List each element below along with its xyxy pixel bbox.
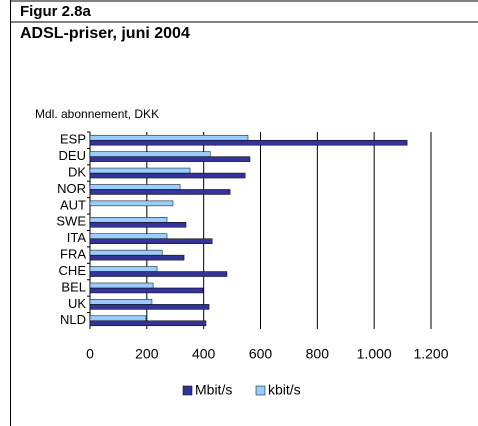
y-tick-label: BEL — [61, 279, 86, 294]
bar — [89, 139, 408, 146]
legend-label: Mbit/s — [195, 382, 232, 398]
bar — [89, 254, 185, 261]
bar — [89, 320, 207, 327]
bar — [89, 266, 158, 272]
x-tick-label: 200 — [135, 346, 159, 362]
legend-swatch — [255, 385, 266, 396]
bar — [89, 156, 251, 162]
x-tick-label: 400 — [192, 346, 216, 362]
bar — [89, 222, 187, 228]
y-tick-label: DEU — [59, 148, 86, 163]
y-tick-label: NLD — [60, 312, 86, 327]
axis-label: Mdl. abonnement, DKK — [35, 107, 159, 121]
bar — [89, 238, 213, 244]
y-tick-label: AUT — [60, 197, 86, 212]
x-tick-label: 1.000 — [357, 346, 392, 362]
bar — [89, 200, 174, 207]
y-tick-label: FRA — [60, 247, 86, 262]
y-tick-label: UK — [68, 296, 86, 311]
x-tick-label: 1.200 — [413, 346, 448, 362]
y-tick-label: CHE — [59, 263, 87, 278]
x-tick-label: 800 — [306, 346, 330, 362]
bar — [89, 271, 228, 277]
bar — [89, 184, 181, 190]
x-tick-label: 600 — [249, 346, 273, 362]
y-tick-label: DK — [68, 164, 86, 179]
figure-label: Figur 2.8a — [20, 3, 92, 20]
bar — [89, 233, 168, 239]
y-tick-label: SWE — [56, 214, 86, 229]
bar — [89, 134, 249, 141]
bar — [89, 249, 163, 256]
x-tick-label: 0 — [86, 346, 94, 362]
bar — [89, 299, 153, 305]
y-tick-label: ITA — [67, 230, 87, 245]
bar — [89, 151, 211, 157]
bar — [89, 189, 231, 195]
y-tick-label: NOR — [57, 181, 86, 196]
bar — [89, 167, 191, 174]
chart-title: ADSL-priser, juni 2004 — [20, 25, 190, 42]
bar — [89, 287, 204, 294]
bar — [89, 304, 210, 310]
bar — [89, 282, 154, 289]
bar — [89, 315, 147, 322]
bar — [89, 217, 168, 223]
y-tick-label: ESP — [60, 132, 86, 147]
bar — [89, 172, 246, 179]
legend-label: kbit/s — [268, 382, 301, 398]
legend-swatch — [182, 385, 193, 396]
